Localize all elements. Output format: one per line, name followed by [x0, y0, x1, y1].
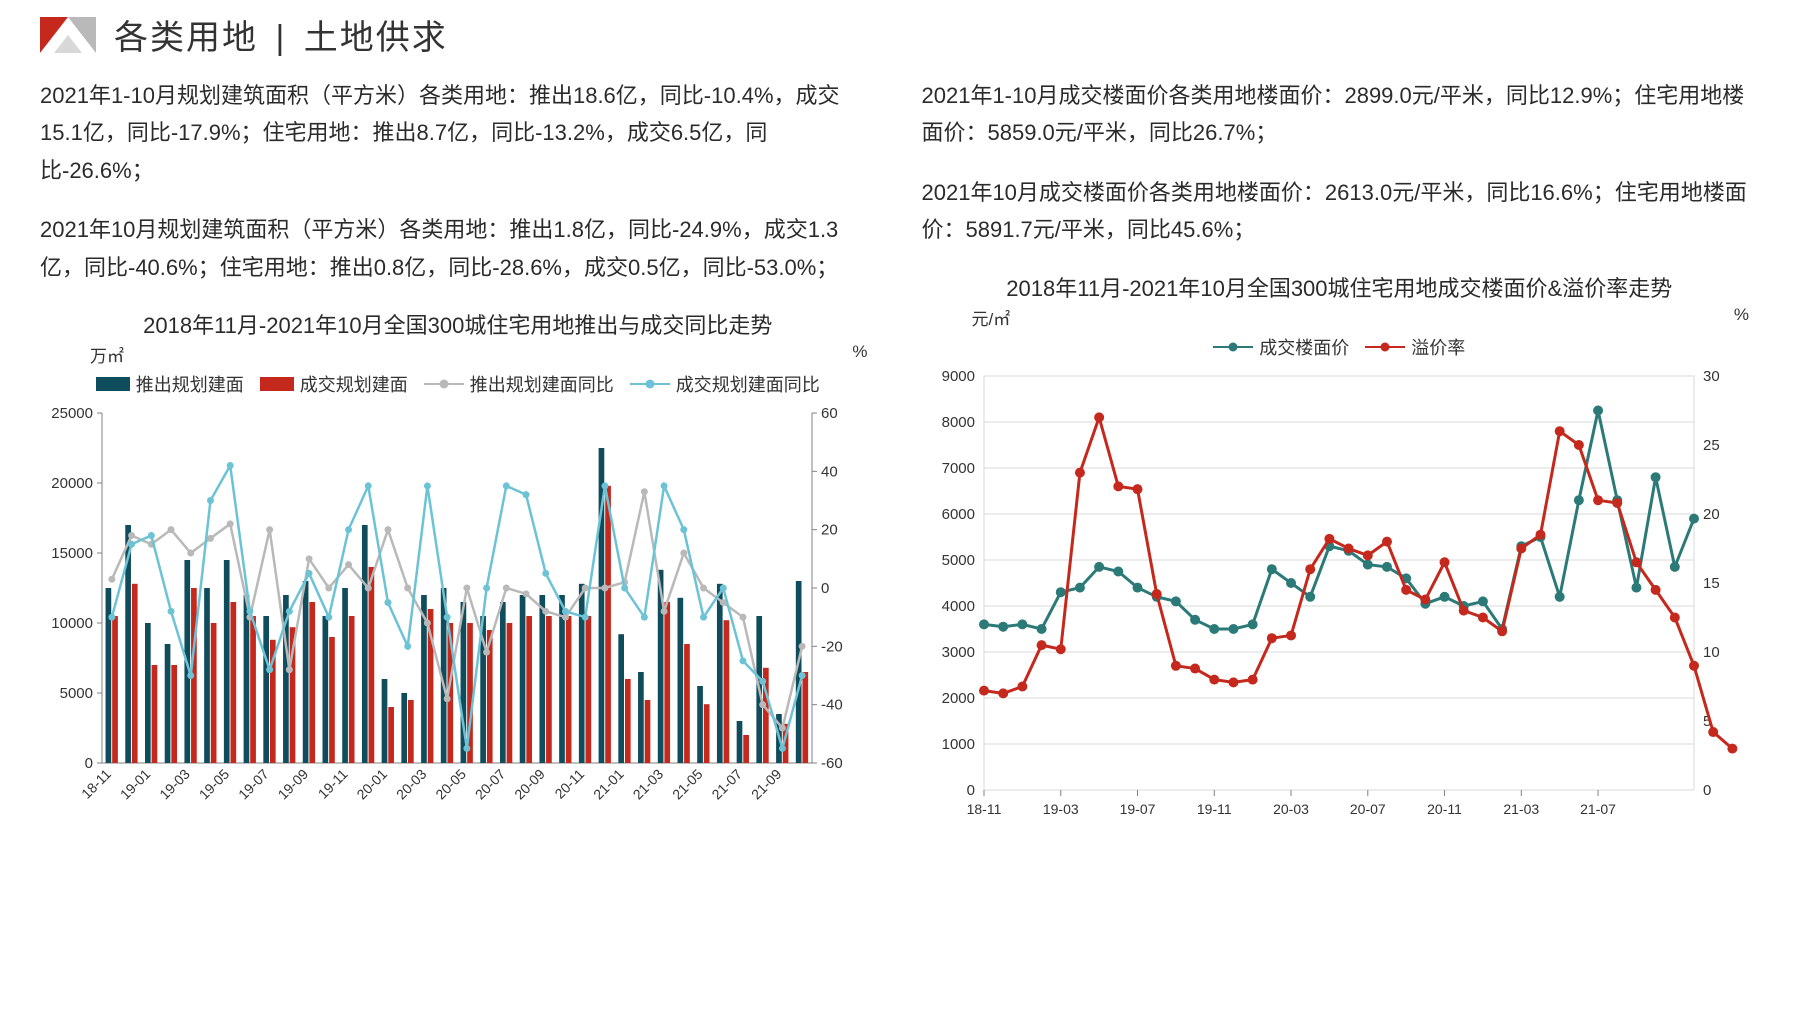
svg-text:0: 0: [821, 580, 829, 597]
svg-text:21-05: 21-05: [669, 766, 706, 803]
left-chart-title: 2018年11月-2021年10月全国300城住宅用地推出与成交同比走势: [40, 308, 876, 340]
title-divider: |: [275, 19, 286, 57]
page-header: 各类用地 | 土地供求: [40, 10, 1757, 59]
svg-text:5000: 5000: [941, 552, 974, 569]
right-axis-units: 元/㎡ %: [972, 305, 1750, 330]
svg-text:18-11: 18-11: [78, 766, 114, 802]
legend-premium: 溢价率: [1365, 334, 1465, 360]
svg-text:60: 60: [821, 405, 838, 422]
left-chart: 0 5000 10000 15000 20000 25000 -60 -40 -20 0 20 40 6…: [40, 403, 876, 833]
svg-text:19-01: 19-01: [117, 766, 154, 803]
legend-price: 成交楼面价: [1213, 334, 1349, 360]
svg-text:10: 10: [1703, 644, 1720, 661]
svg-text:19-11: 19-11: [315, 766, 351, 802]
left-y2-unit: %: [852, 342, 867, 367]
svg-text:-40: -40: [821, 697, 843, 714]
legend-bar2: 成交规划建面: [260, 371, 408, 397]
right-para-1: 2021年1-10月成交楼面价各类用地楼面价：2899.0元/平米，同比12.9…: [922, 77, 1758, 152]
svg-text:18-11: 18-11: [966, 801, 1001, 817]
svg-text:8000: 8000: [941, 414, 974, 431]
page-title: 各类用地 | 土地供求: [114, 10, 448, 59]
left-para-2: 2021年10月规划建筑面积（平方米）各类用地：推出1.8亿，同比-24.9%，…: [40, 211, 876, 286]
left-legend: 推出规划建面 成交规划建面 推出规划建面同比 成交规划建面同比: [40, 371, 876, 397]
svg-text:19-07: 19-07: [1119, 801, 1155, 817]
svg-text:0: 0: [1703, 782, 1711, 799]
title-left: 各类用地: [114, 19, 258, 57]
left-y1-unit: 万㎡: [90, 342, 124, 367]
right-y1-unit: 元/㎡: [972, 305, 1011, 330]
svg-text:20000: 20000: [51, 475, 93, 492]
svg-text:6000: 6000: [941, 506, 974, 523]
svg-text:25000: 25000: [51, 405, 93, 422]
svg-text:20-11: 20-11: [551, 766, 587, 802]
svg-text:21-01: 21-01: [590, 766, 627, 803]
svg-text:1000: 1000: [941, 736, 974, 753]
svg-text:30: 30: [1703, 368, 1720, 385]
svg-text:15000: 15000: [51, 545, 93, 562]
svg-text:7000: 7000: [941, 460, 974, 477]
legend-line1: 推出规划建面同比: [424, 371, 614, 397]
svg-text:0: 0: [966, 782, 974, 799]
logo-icon: [40, 17, 96, 53]
svg-text:20-01: 20-01: [353, 766, 390, 803]
svg-text:15: 15: [1703, 575, 1720, 592]
svg-text:20-09: 20-09: [511, 766, 548, 803]
svg-text:21-09: 21-09: [748, 766, 785, 803]
svg-text:10000: 10000: [51, 615, 93, 632]
svg-text:3000: 3000: [941, 644, 974, 661]
svg-text:21-07: 21-07: [708, 766, 745, 803]
svg-text:19-07: 19-07: [235, 766, 272, 803]
svg-text:20-07: 20-07: [472, 766, 509, 803]
legend-line2: 成交规划建面同比: [630, 371, 820, 397]
svg-text:19-09: 19-09: [275, 766, 312, 803]
svg-text:19-03: 19-03: [1042, 801, 1078, 817]
right-chart-title: 2018年11月-2021年10月全国300城住宅用地成交楼面价&溢价率走势: [922, 271, 1758, 303]
legend-bar1: 推出规划建面: [96, 371, 244, 397]
svg-text:5000: 5000: [60, 685, 93, 702]
svg-text:40: 40: [821, 463, 838, 480]
svg-text:2000: 2000: [941, 690, 974, 707]
svg-text:9000: 9000: [941, 368, 974, 385]
svg-text:20-03: 20-03: [393, 766, 430, 803]
right-column: 2021年1-10月成交楼面价各类用地楼面价：2899.0元/平米，同比12.9…: [922, 77, 1758, 836]
left-column: 2021年1-10月规划建筑面积（平方米）各类用地：推出18.6亿，同比-10.…: [40, 77, 876, 836]
right-y2-unit: %: [1734, 305, 1749, 330]
right-chart: 0100020003000400050006000700080009000051…: [922, 366, 1758, 836]
svg-text:-20: -20: [821, 638, 843, 655]
svg-text:20: 20: [821, 522, 838, 539]
svg-text:-60: -60: [821, 755, 843, 772]
svg-text:20-03: 20-03: [1273, 801, 1309, 817]
svg-text:20-11: 20-11: [1427, 801, 1462, 817]
title-right: 土地供求: [304, 19, 448, 57]
svg-text:21-07: 21-07: [1580, 801, 1616, 817]
svg-text:21-03: 21-03: [1503, 801, 1539, 817]
svg-text:0: 0: [85, 755, 93, 772]
svg-text:19-03: 19-03: [156, 766, 193, 803]
svg-text:25: 25: [1703, 437, 1720, 454]
svg-text:20-05: 20-05: [432, 766, 469, 803]
left-para-1: 2021年1-10月规划建筑面积（平方米）各类用地：推出18.6亿，同比-10.…: [40, 77, 876, 189]
left-axis-units: 万㎡ %: [90, 342, 868, 367]
svg-text:19-11: 19-11: [1196, 801, 1231, 817]
right-para-2: 2021年10月成交楼面价各类用地楼面价：2613.0元/平米，同比16.6%；…: [922, 174, 1758, 249]
svg-text:21-03: 21-03: [630, 766, 667, 803]
svg-text:19-05: 19-05: [196, 766, 233, 803]
svg-text:20-07: 20-07: [1349, 801, 1385, 817]
svg-text:4000: 4000: [941, 598, 974, 615]
svg-text:20: 20: [1703, 506, 1720, 523]
right-legend: 成交楼面价 溢价率: [922, 334, 1758, 360]
